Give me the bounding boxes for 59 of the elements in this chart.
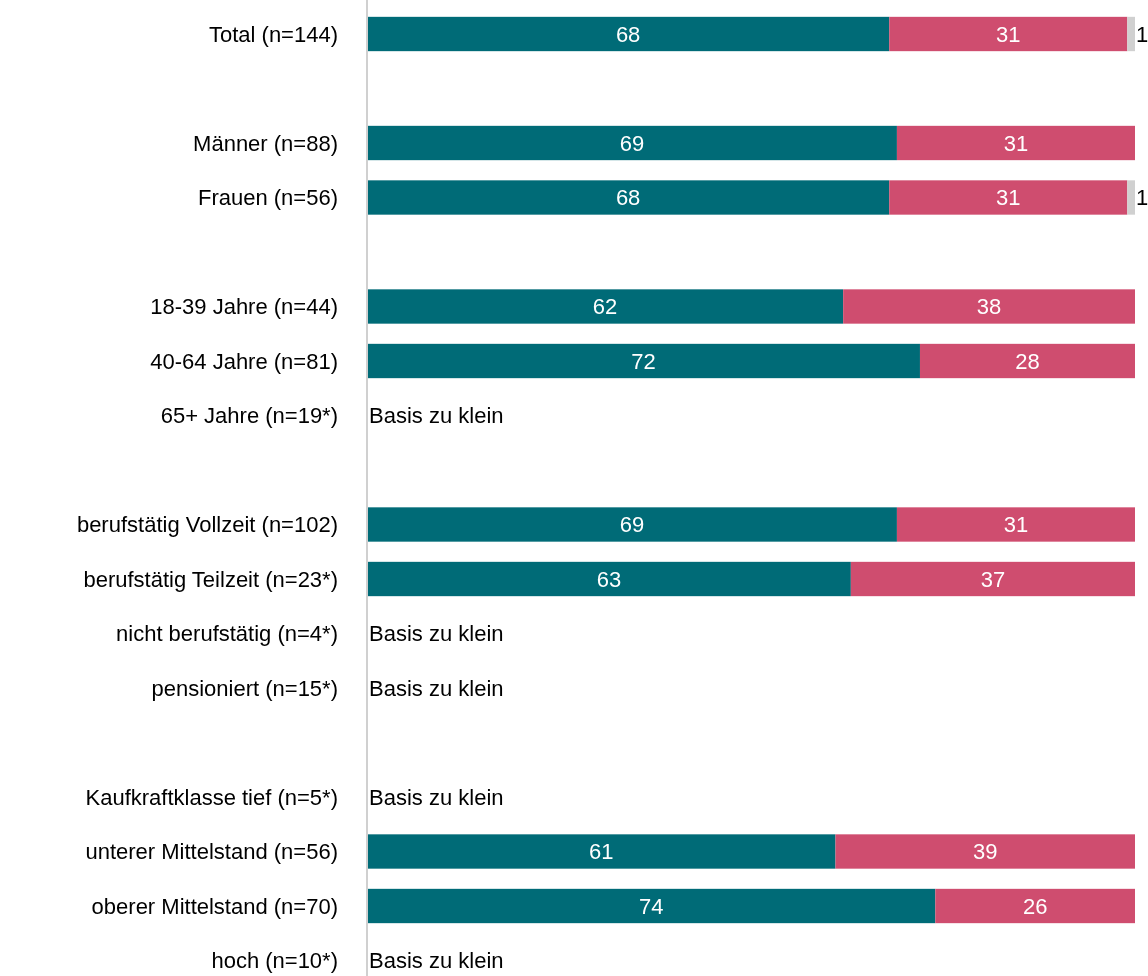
data-label: 31 (996, 185, 1021, 211)
y-tick-label: 18-39 Jahre (n=44) (150, 294, 338, 320)
data-label: 74 (638, 893, 664, 919)
data-label: 31 (1003, 512, 1029, 538)
bar (367, 125, 897, 161)
data-label: 28 (1015, 348, 1040, 374)
data-label: 68 (615, 21, 641, 47)
y-tick-label: 40-64 Jahre (n=81) (150, 348, 338, 374)
data-label: 37 (980, 566, 1006, 592)
y-tick-label: berufstätig Teilzeit (n=23*) (83, 566, 338, 592)
bar (367, 561, 851, 597)
data-label: 72 (631, 348, 656, 374)
bar (367, 289, 844, 324)
bar (896, 507, 1135, 542)
bar (843, 289, 1135, 324)
data-label: 69 (619, 130, 645, 156)
data-label: 38 (976, 294, 1002, 320)
y-tick-label: nicht berufstätig (n=4*) (116, 621, 338, 647)
y-tick-label: Frauen (n=56) (197, 185, 338, 211)
annotation: Basis zu klein (369, 784, 504, 810)
data-label: 69 (619, 512, 645, 538)
data-label: 61 (589, 839, 614, 865)
y-tick-label: unterer Mittelstand (n=56) (85, 839, 338, 865)
bar (367, 888, 936, 924)
y-tick-label: berufstätig Vollzeit (n=102) (76, 512, 338, 538)
bar (896, 125, 1135, 161)
bar (935, 888, 1135, 924)
data-label: 1 (1136, 21, 1148, 47)
annotation: Basis zu klein (369, 403, 504, 429)
bar (367, 507, 897, 542)
y-tick-label: hoch (n=10*) (211, 948, 338, 974)
bar (835, 834, 1135, 869)
y-tick-label: Männer (n=88) (193, 130, 338, 156)
data-label: 39 (973, 839, 998, 865)
bar (367, 180, 890, 215)
bar (889, 180, 1128, 215)
bar (367, 834, 836, 869)
y-tick-label: Total (n=144) (208, 21, 338, 47)
data-label: 63 (596, 566, 622, 592)
annotation: Basis zu klein (369, 675, 504, 701)
y-tick-label: 65+ Jahre (n=19*) (160, 403, 338, 429)
bar (919, 343, 1135, 379)
data-label: 68 (615, 185, 641, 211)
bar (1127, 16, 1135, 52)
bar (850, 561, 1135, 597)
data-label: 26 (1022, 893, 1048, 919)
data-label: 62 (592, 294, 618, 320)
bar (367, 16, 890, 52)
data-label: 1 (1136, 185, 1148, 211)
annotation: Basis zu klein (369, 621, 504, 647)
bar (889, 16, 1128, 52)
bar (1127, 180, 1135, 215)
y-tick-label: oberer Mittelstand (n=70) (91, 893, 338, 919)
y-tick-label: pensioniert (n=15*) (151, 675, 338, 701)
data-label: 31 (996, 21, 1021, 47)
annotation: Basis zu klein (369, 948, 504, 974)
bar (367, 343, 920, 379)
data-label: 31 (1003, 130, 1029, 156)
y-tick-label: Kaufkraftklasse tief (n=5*) (85, 784, 338, 810)
